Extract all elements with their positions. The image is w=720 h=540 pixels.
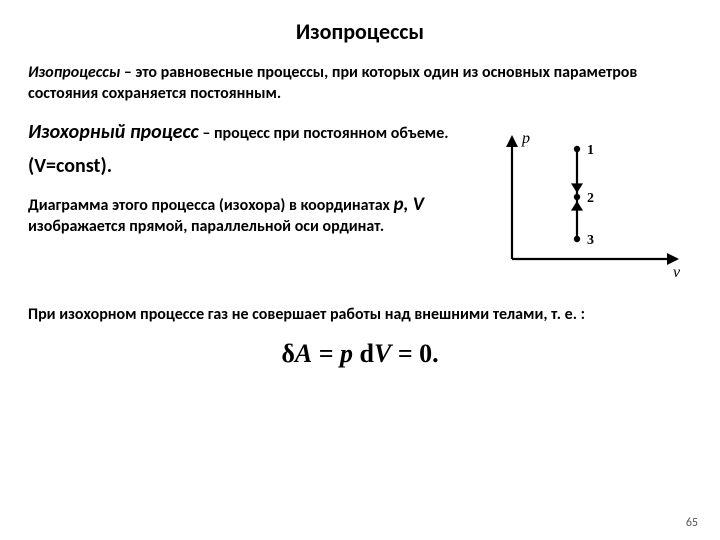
def-tail: – это равновесные процессы, при которых … [28, 63, 637, 103]
iso-eq: (V=const). [28, 153, 458, 179]
svg-text:2: 2 [587, 191, 594, 206]
isochoric-name: Изохорный процесс – процесс при постоянн… [28, 119, 458, 145]
svg-text:v: v [673, 264, 681, 281]
pv-diagram: p v 1 2 3 [472, 119, 692, 289]
isoprocess-definition: Изопроцессы – это равновесные процессы, … [28, 63, 692, 105]
iso-term: Изохорный процесс [28, 120, 199, 144]
desc-vars: p, V [394, 193, 424, 216]
page-title: Изопроцессы [28, 18, 692, 45]
svg-text:1: 1 [587, 143, 594, 158]
work-text: При изохорном процессе газ не совершает … [28, 305, 692, 326]
diagram-desc: Диаграмма этого процесса (изохора) в коо… [28, 193, 458, 238]
work-formula: δA = p dV = 0. [28, 339, 692, 369]
svg-text:p: p [521, 130, 530, 147]
iso-tail: – процесс при постоянном объеме. [199, 124, 449, 143]
page-number: 65 [686, 516, 698, 530]
desc-1: Диаграмма этого процесса (изохора) в коо… [28, 196, 394, 215]
def-term: Изопроцессы [28, 63, 120, 82]
desc-2: изображается прямой, параллельной оси ор… [28, 217, 384, 236]
svg-text:3: 3 [587, 233, 594, 248]
